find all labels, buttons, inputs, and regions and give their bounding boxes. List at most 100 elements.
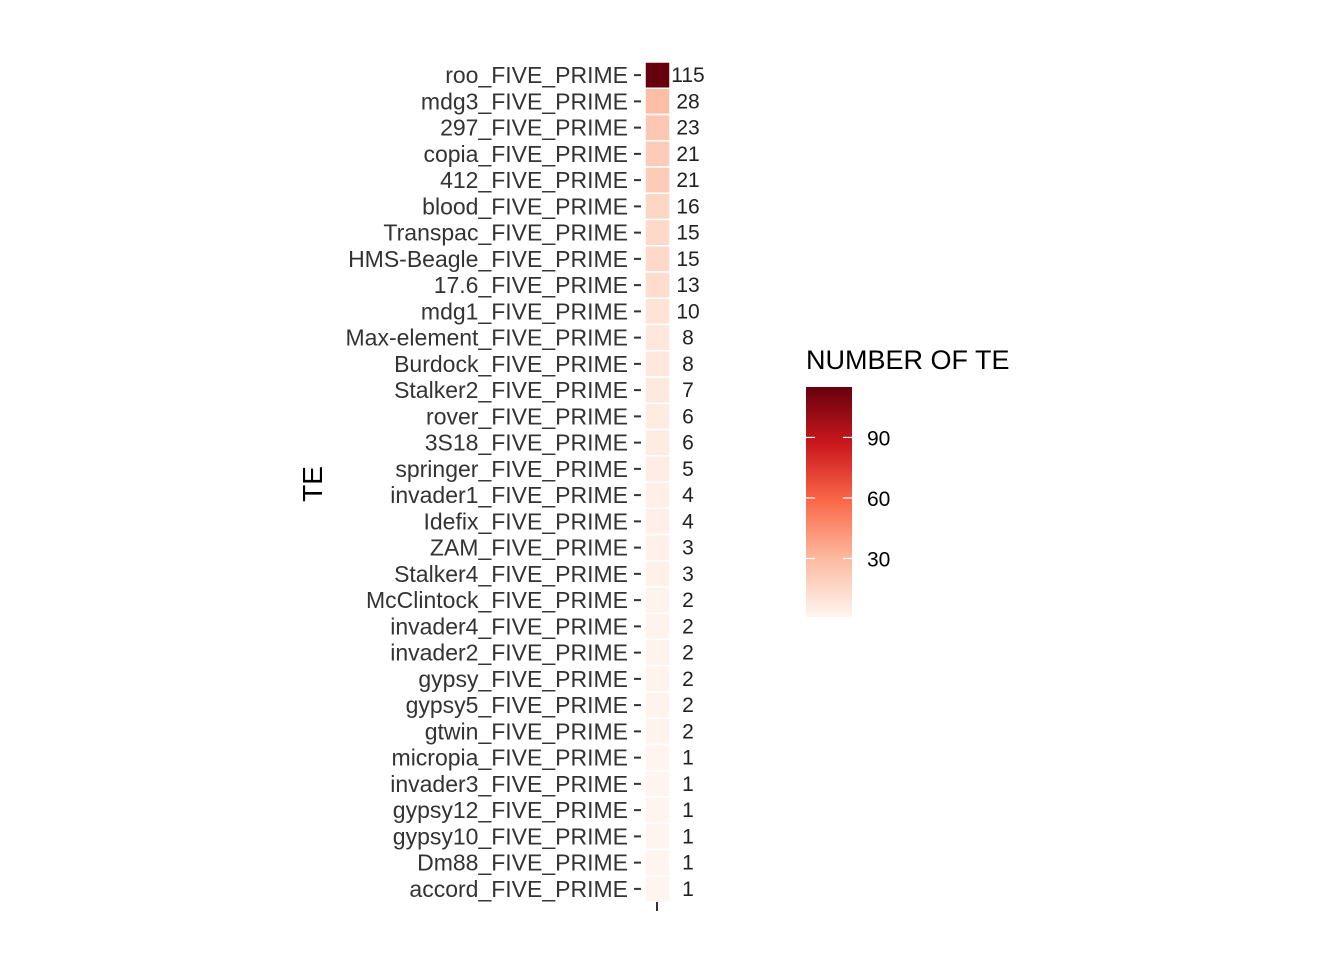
legend-tick-label: 30	[867, 548, 890, 571]
value-label: 115	[671, 64, 704, 87]
heatmap-tile	[644, 402, 671, 431]
heatmap-tile	[644, 586, 671, 614]
value-label: 23	[676, 117, 699, 140]
y-tick-label: gypsy12_FIVE_PRIME	[393, 797, 628, 823]
value-label: 21	[676, 143, 699, 166]
value-label: 1	[682, 852, 694, 875]
heatmap-tile	[644, 848, 671, 877]
y-tick-label: Max-element_FIVE_PRIME	[346, 325, 628, 351]
heatmap-tile	[644, 717, 671, 746]
y-tick-label: invader2_FIVE_PRIME	[390, 640, 628, 666]
value-label: 1	[682, 825, 694, 848]
value-label: 21	[676, 169, 699, 192]
y-tick-label: copia_FIVE_PRIME	[423, 141, 628, 167]
value-label: 16	[676, 195, 699, 218]
y-axis-title: TE	[297, 466, 328, 502]
value-label: 4	[682, 484, 694, 507]
heatmap-tile	[644, 822, 671, 851]
value-label: 13	[676, 274, 699, 297]
value-label: 2	[682, 720, 694, 743]
y-tick-label: Idefix_FIVE_PRIME	[423, 508, 628, 534]
y-tick-label: HMS-Beagle_FIVE_PRIME	[348, 246, 628, 272]
legend-title: NUMBER OF TE	[806, 345, 1010, 375]
heatmap-tile	[644, 140, 671, 168]
y-tick-label: invader3_FIVE_PRIME	[390, 771, 628, 797]
value-label: 6	[682, 432, 694, 455]
heatmap-tile	[644, 612, 671, 641]
y-tick-label: Burdock_FIVE_PRIME	[394, 351, 628, 377]
y-tick-label: invader1_FIVE_PRIME	[390, 482, 628, 508]
y-tick-label: mdg3_FIVE_PRIME	[421, 88, 628, 114]
value-label: 8	[682, 353, 694, 376]
value-label: 7	[682, 379, 694, 402]
value-labels: 1152823212116151513108876654433222222111…	[671, 64, 704, 901]
heatmap-tile	[644, 323, 671, 352]
value-label: 2	[682, 589, 694, 612]
heatmap-tile	[644, 638, 671, 667]
heatmap-tile	[644, 271, 671, 299]
heatmap-tile	[644, 297, 671, 326]
y-tick-label: 17.6_FIVE_PRIME	[434, 272, 628, 298]
y-tick-label: micropia_FIVE_PRIME	[392, 745, 628, 771]
value-label: 1	[682, 799, 694, 822]
y-tick-label: mdg1_FIVE_PRIME	[421, 298, 628, 324]
heatmap-tile	[644, 113, 671, 142]
heatmap-tile	[644, 533, 671, 562]
y-tick-label: gypsy10_FIVE_PRIME	[393, 823, 628, 849]
value-label: 6	[682, 405, 694, 428]
heatmap-tile	[644, 166, 671, 194]
heatmap-tile	[644, 691, 671, 719]
heatmap-tile	[644, 455, 671, 483]
heatmap-tile	[644, 245, 671, 273]
y-tick-label: 3S18_FIVE_PRIME	[425, 430, 628, 456]
heatmap-tile	[644, 192, 671, 221]
y-tick-label: gypsy5_FIVE_PRIME	[406, 692, 628, 718]
value-label: 8	[682, 327, 694, 350]
y-tick-label: accord_FIVE_PRIME	[409, 876, 628, 902]
heatmap-tile	[644, 875, 671, 903]
y-tick-label: roo_FIVE_PRIME	[445, 62, 628, 88]
heatmap-tile	[644, 507, 671, 536]
value-label: 3	[682, 537, 694, 560]
y-tick-label: springer_FIVE_PRIME	[395, 456, 628, 482]
y-tick-label: Transpac_FIVE_PRIME	[383, 220, 628, 246]
value-label: 1	[682, 878, 694, 901]
value-label: 2	[682, 668, 694, 691]
value-label: 1	[682, 773, 694, 796]
heatmap-tile	[644, 796, 671, 824]
value-label: 2	[682, 642, 694, 665]
heatmap-tile	[644, 428, 671, 457]
value-label: 1	[682, 747, 694, 770]
y-tick-label: invader4_FIVE_PRIME	[390, 613, 628, 639]
heatmap-tile	[644, 376, 671, 404]
y-tick-label: blood_FIVE_PRIME	[422, 193, 628, 219]
y-tick-label: gypsy_FIVE_PRIME	[418, 666, 628, 692]
y-tick-label: ZAM_FIVE_PRIME	[430, 535, 628, 561]
value-label: 3	[682, 563, 694, 586]
y-tick-label: Dm88_FIVE_PRIME	[417, 850, 628, 876]
value-label: 15	[676, 248, 699, 271]
value-label: 4	[682, 510, 694, 533]
heatmap-tile	[644, 743, 671, 772]
y-axis-tick-labels: roo_FIVE_PRIMEmdg3_FIVE_PRIME297_FIVE_PR…	[346, 62, 628, 902]
y-tick-label: 297_FIVE_PRIME	[440, 115, 628, 141]
legend-ticks: 30 60 90	[806, 427, 890, 571]
y-tick-label: Stalker2_FIVE_PRIME	[394, 377, 628, 403]
heatmap-tile	[644, 87, 671, 116]
legend-tick-label: 90	[867, 427, 890, 450]
heatmap-tile	[644, 61, 671, 89]
heatmap-tile	[644, 560, 671, 588]
legend-colorbar	[806, 387, 852, 617]
y-tick-label: 412_FIVE_PRIME	[440, 167, 628, 193]
y-tick-label: McClintock_FIVE_PRIME	[366, 587, 628, 613]
heatmap-tile	[644, 481, 671, 509]
y-tick-label: Stalker4_FIVE_PRIME	[394, 561, 628, 587]
value-label: 10	[676, 300, 699, 323]
heatmap-tile	[644, 218, 671, 247]
legend-tick-label: 60	[867, 488, 890, 511]
value-label: 2	[682, 694, 694, 717]
y-tick-label: rover_FIVE_PRIME	[426, 403, 628, 429]
value-label: 28	[676, 90, 699, 113]
heatmap-tile	[644, 350, 671, 378]
